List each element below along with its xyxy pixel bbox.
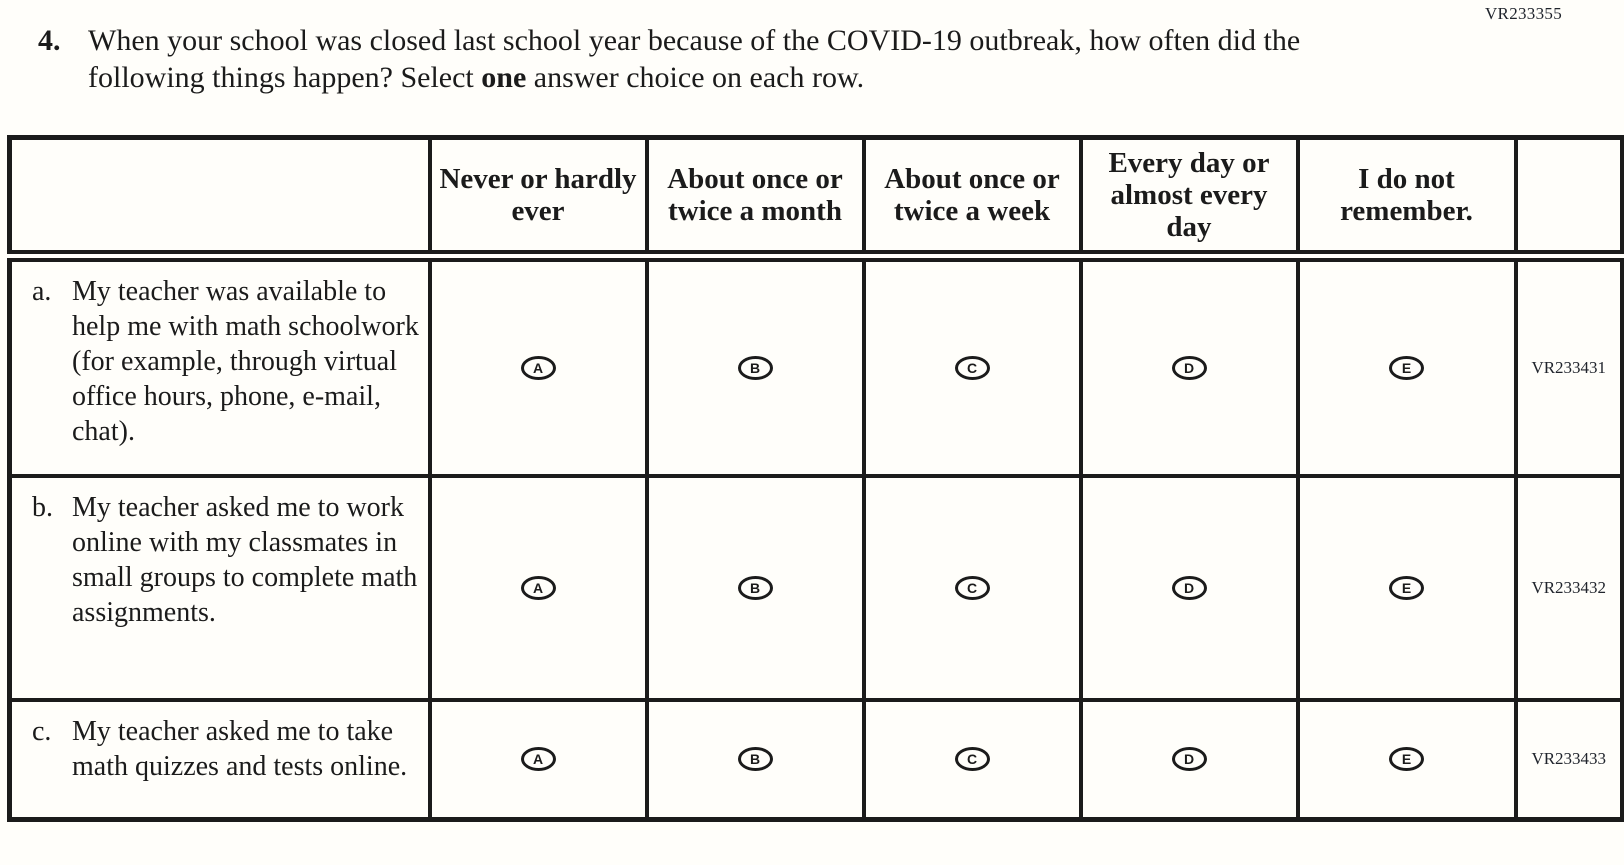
question-text: When your school was closed last school … [88,22,1378,96]
answer-bubble-c-A[interactable]: A [520,747,556,772]
row-label-b: b. [32,491,53,523]
answer-bubble-a-D[interactable]: D [1171,355,1207,380]
answer-cell-b-week: C [861,473,1083,702]
statement-text-b: My teacher asked me to work online with … [72,491,418,628]
answer-bubble-c-C[interactable]: C [954,747,990,772]
column-header-once-twice-week: About once or twice a week [861,135,1083,262]
answer-bubble-c-D[interactable]: D [1171,747,1207,772]
question-text-bold: one [481,61,527,94]
question-number: 4. [38,24,61,57]
answer-cell-c-everyday: D [1078,697,1300,822]
answer-cell-b-never: A [427,473,649,702]
answer-cell-a-everyday: D [1078,253,1300,478]
answer-bubble-a-A[interactable]: A [520,355,556,380]
row-code-c: VR233433 [1513,697,1624,822]
statement-text-a: My teacher was available to help me with… [72,275,419,447]
statement-cell-b: b. My teacher asked me to work online wi… [7,473,432,702]
answer-bubble-c-B[interactable]: B [737,747,773,772]
question-text-end: answer choice on each row. [526,61,865,94]
answer-bubble-c-E[interactable]: E [1389,747,1424,772]
answer-bubble-b-D[interactable]: D [1171,575,1207,600]
column-header-every-day: Every day or almost every day [1078,135,1300,262]
row-label-a: a. [32,275,52,307]
page-form-code: VR233355 [1484,4,1562,23]
answer-cell-b-everyday: D [1078,473,1300,702]
statement-cell-c: c. My teacher asked me to take math quiz… [7,697,432,822]
header-row: Never or hardly ever About once or twice… [7,135,1624,262]
code-column-header-empty [1513,135,1624,262]
column-header-do-not-remember: I do not remember. [1295,135,1518,262]
answer-cell-a-week: C [861,253,1083,478]
answer-bubble-b-A[interactable]: A [520,575,556,600]
answer-bubble-b-B[interactable]: B [737,575,773,600]
statement-text-c: My teacher asked me to take math quizzes… [72,715,408,782]
row-code-a: VR233431 [1513,253,1624,478]
answer-cell-b-noremember: E [1295,473,1518,702]
column-header-never: Never or hardly ever [427,135,649,262]
answer-cell-a-never: A [427,253,649,478]
row-label-c: c. [32,715,52,747]
answer-cell-c-month: B [644,697,866,822]
answer-cell-c-never: A [427,697,649,822]
answer-cell-b-month: B [644,473,866,702]
statement-cell-a: a. My teacher was available to help me w… [7,253,432,478]
column-header-once-twice-month: About once or twice a month [644,135,866,262]
answer-cell-c-week: C [861,697,1083,822]
statement-column-header-empty [7,135,432,262]
answer-cell-a-noremember: E [1295,253,1518,478]
answer-bubble-a-E[interactable]: E [1389,355,1424,380]
question-text-start: When your school was closed last school … [88,24,1301,94]
answer-cell-a-month: B [644,253,866,478]
answer-bubble-b-E[interactable]: E [1389,575,1424,600]
answer-bubble-b-C[interactable]: C [954,575,990,600]
answer-bubble-a-C[interactable]: C [954,355,990,380]
answer-cell-c-noremember: E [1295,697,1518,822]
table-row-b: b. My teacher asked me to work online wi… [7,473,1624,702]
row-code-b: VR233432 [1513,473,1624,702]
response-matrix-table: Never or hardly ever About once or twice… [7,135,1624,822]
table-row-a: a. My teacher was available to help me w… [7,253,1624,478]
answer-bubble-a-B[interactable]: B [737,355,773,380]
table-row-c: c. My teacher asked me to take math quiz… [7,697,1624,822]
question-block: 4. When your school was closed last scho… [38,22,1388,96]
